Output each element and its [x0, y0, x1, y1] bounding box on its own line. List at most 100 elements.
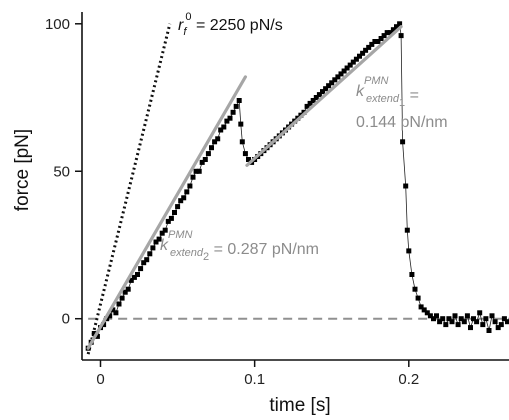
data-point	[437, 319, 443, 325]
data-point	[122, 289, 128, 295]
data-point	[498, 322, 504, 328]
data-point	[178, 198, 184, 204]
data-point	[172, 210, 177, 215]
data-point	[378, 36, 384, 41]
y-axis-label: force [pN]	[12, 129, 33, 211]
data-point	[236, 98, 242, 103]
k-extend1-annotation: kPMN	[356, 75, 389, 100]
k-extend2-annotation: kPMN	[160, 229, 193, 254]
rate-superscript: 0	[185, 11, 191, 23]
data-point	[94, 333, 100, 339]
chart-marks	[85, 21, 509, 355]
data-point	[147, 251, 153, 257]
data-point	[477, 310, 483, 316]
data-point	[184, 189, 190, 195]
data-point	[397, 21, 403, 27]
data-point	[421, 307, 427, 313]
data-point	[119, 295, 125, 301]
data-point	[156, 236, 162, 242]
data-point	[218, 127, 224, 133]
x-tick-label: 0.2	[398, 371, 419, 388]
data-point	[363, 47, 369, 53]
data-point	[353, 56, 359, 62]
series-line	[87, 22, 508, 349]
data-point	[246, 157, 251, 162]
data-point	[242, 151, 248, 157]
data-point	[307, 100, 313, 106]
data-point	[338, 71, 344, 77]
data-point	[135, 272, 140, 277]
data-point	[196, 168, 202, 174]
data-point	[431, 316, 436, 322]
y-tick-label: 100	[45, 16, 70, 33]
rate-symbol: r	[178, 17, 184, 34]
data-point	[455, 322, 461, 328]
data-point	[486, 328, 492, 333]
data-point	[125, 286, 131, 292]
data-point	[347, 62, 353, 68]
data-point	[501, 316, 507, 322]
data-point	[230, 109, 236, 115]
rate-subscript: f	[183, 26, 187, 38]
data-point	[323, 86, 329, 92]
data-point	[489, 313, 495, 319]
ticks: 0 0.1 0.2 0 50 100	[45, 16, 419, 388]
data-point	[159, 230, 165, 236]
data-point	[193, 168, 199, 174]
data-point	[424, 310, 430, 316]
data-point	[404, 227, 410, 233]
data-point	[175, 204, 181, 210]
data-point	[202, 157, 208, 162]
data-point	[369, 41, 375, 47]
data-point	[452, 313, 458, 319]
data-point	[440, 316, 446, 322]
data-point	[492, 319, 498, 325]
data-point	[461, 319, 467, 325]
data-point	[403, 183, 409, 189]
data-point	[468, 325, 473, 331]
data-point	[187, 183, 193, 189]
data-point	[215, 136, 221, 142]
data-point	[415, 295, 421, 301]
data-point	[360, 50, 366, 56]
data-point	[412, 286, 418, 292]
data-point	[329, 80, 335, 86]
k2-symbol: k	[160, 237, 169, 254]
data-point	[212, 139, 218, 145]
k2-subsubscript: 2	[203, 251, 209, 263]
fit-line-2	[245, 25, 403, 167]
data-point	[138, 266, 144, 272]
x-tick-label: 0	[96, 371, 104, 388]
k-extend1-subscript-line: extend1 =	[366, 87, 419, 109]
data-point	[150, 245, 156, 251]
data-point	[332, 77, 338, 83]
k1-equals: =	[405, 87, 419, 104]
axes	[81, 12, 509, 361]
data-point	[406, 248, 412, 254]
loading-rate-annotation: rf 0 = 2250 pN/s	[178, 11, 283, 38]
data-point	[165, 218, 171, 224]
data-point	[398, 33, 404, 39]
data-point	[458, 316, 464, 322]
data-point	[387, 30, 393, 36]
x-tick-label: 0.1	[244, 371, 265, 388]
data-point	[446, 316, 452, 322]
data-point	[443, 322, 449, 328]
data-point	[480, 322, 486, 328]
data-point	[238, 121, 244, 127]
k2-superscript: PMN	[168, 229, 193, 241]
data-point	[390, 27, 396, 33]
k1-symbol: k	[356, 83, 365, 100]
y-tick-label: 50	[53, 163, 70, 180]
data-point	[162, 227, 168, 233]
data-point	[141, 260, 147, 266]
data-point	[350, 59, 356, 65]
data-point	[483, 316, 489, 322]
data-point	[344, 65, 350, 71]
x-axis-label: time [s]	[269, 395, 330, 416]
data-point	[366, 44, 372, 50]
data-point	[418, 304, 424, 310]
data-point	[91, 331, 97, 336]
data-point	[320, 89, 325, 95]
fit-line-1	[86, 75, 248, 350]
